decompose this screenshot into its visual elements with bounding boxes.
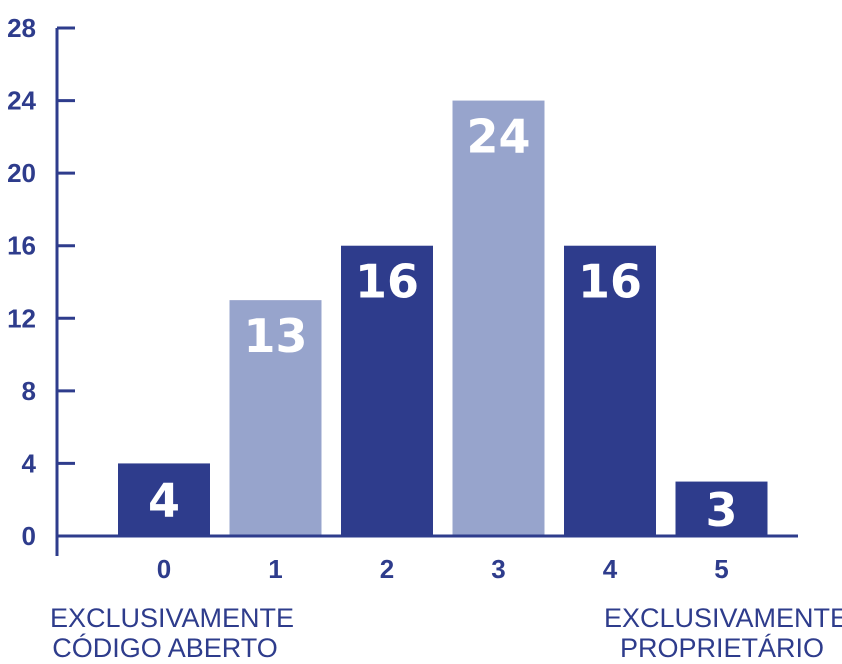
bars: 4 13 16 24 16 3	[118, 100, 768, 537]
y-tick-label: 20	[7, 158, 36, 188]
y-tick-label: 0	[22, 521, 36, 551]
bar	[564, 245, 656, 536]
bar-data-label: 3	[705, 483, 737, 537]
x-tick-label: 0	[157, 554, 171, 584]
x-tick-label: 1	[268, 554, 282, 584]
bar	[229, 300, 322, 536]
bar-data-label: 24	[466, 110, 530, 164]
bar-data-label: 16	[355, 255, 419, 309]
y-tick-label: 16	[7, 231, 36, 261]
x-tick-label: 5	[714, 554, 728, 584]
left-annotation-line2: CÓDIGO ABERTO	[52, 633, 278, 663]
y-tick-label: 12	[7, 303, 36, 333]
x-tick-label: 2	[380, 554, 394, 584]
y-tick-label: 24	[7, 86, 36, 116]
y-tick-label: 28	[7, 13, 36, 43]
bar-data-label: 4	[148, 474, 180, 528]
right-annotation-line2: PROPRIETÁRIO	[619, 633, 825, 663]
x-axis: 0 1 2 3 4 5	[57, 534, 798, 584]
x-tick-label: 4	[603, 554, 618, 584]
left-annotation: EXCLUSIVAMENTE CÓDIGO ABERTO	[50, 603, 295, 663]
y-tick-label: 8	[22, 376, 36, 406]
y-axis: 0 4 8 12 16 20 24 28	[7, 13, 75, 556]
bar-data-label: 13	[243, 309, 307, 363]
bar	[118, 463, 210, 536]
left-annotation-line1: EXCLUSIVAMENTE	[50, 603, 295, 633]
bar-data-label: 16	[578, 255, 642, 309]
x-tick-label: 3	[491, 554, 505, 584]
bar	[452, 100, 545, 537]
bar	[341, 245, 433, 536]
right-annotation-line1: EXCLUSIVAMENTE	[604, 603, 842, 633]
bar	[675, 481, 768, 536]
y-tick-label: 4	[22, 448, 37, 478]
right-annotation: EXCLUSIVAMENTE PROPRIETÁRIO	[604, 603, 842, 663]
